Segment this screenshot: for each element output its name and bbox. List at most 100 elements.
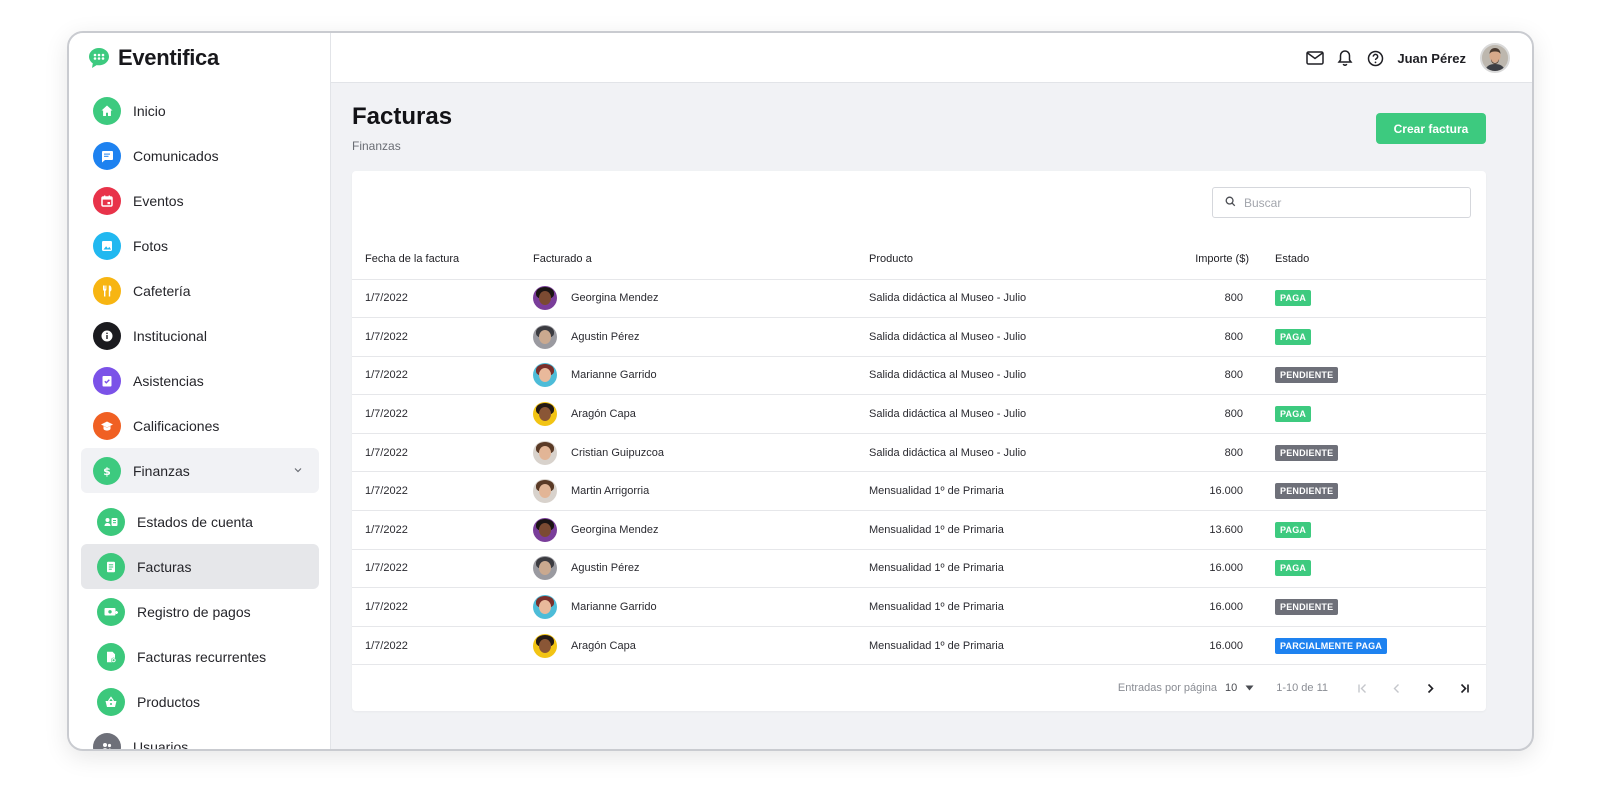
mail-icon[interactable] bbox=[1305, 48, 1325, 68]
sidebar-subitem-label: Estados de cuenta bbox=[137, 513, 253, 530]
next-page-icon[interactable] bbox=[1424, 682, 1436, 694]
sidebar-subitem-facturas-recurrentes[interactable]: Facturas recurrentes bbox=[81, 634, 319, 679]
info-icon bbox=[93, 321, 121, 350]
sidebar-subitem-facturas[interactable]: Facturas bbox=[81, 544, 319, 589]
status-cell: PENDIENTE bbox=[1249, 433, 1486, 473]
product-name: Salida didáctica al Museo - Julio bbox=[869, 279, 1159, 319]
entries-per-page-label: Entradas por página bbox=[1117, 682, 1217, 694]
sidebar-item-inicio[interactable]: Inicio bbox=[81, 88, 319, 133]
billed-to-name[interactable]: Aragón Capa bbox=[571, 408, 636, 421]
graduation-cap-icon bbox=[93, 411, 121, 440]
table-row[interactable]: 1/7/2022 Cristian Guipuzcoa Salida didácti… bbox=[352, 433, 1486, 473]
sidebar-subitem-productos[interactable]: Productos bbox=[81, 679, 319, 724]
table-row[interactable]: 1/7/2022 Agustin Pérez Mensualidad 1º de P… bbox=[352, 549, 1486, 589]
sidebar-item-institucional[interactable]: Institucional bbox=[81, 313, 319, 358]
billed-to-name[interactable]: Marianne Garrido bbox=[571, 601, 657, 614]
sidebar-item-usuarios[interactable]: Usuarios bbox=[81, 724, 319, 749]
avatar bbox=[533, 286, 557, 311]
svg-text:$: $ bbox=[103, 465, 111, 478]
status-badge: PAGA bbox=[1275, 290, 1312, 307]
user-name[interactable]: Juan Pérez bbox=[1397, 50, 1466, 66]
status-badge: PENDIENTE bbox=[1275, 444, 1339, 461]
table-header-row: Fecha de la factura Facturado a Producto… bbox=[352, 239, 1486, 280]
billed-to-cell: Martin Arrigorria bbox=[533, 471, 869, 512]
billed-to-name[interactable]: Marianne Garrido bbox=[571, 369, 657, 382]
topbar-actions: Juan Pérez bbox=[1305, 42, 1510, 74]
column-header-importe[interactable]: Importe ($) bbox=[1159, 239, 1249, 280]
sidebar-subitem-registro-de-pagos[interactable]: Registro de pagos bbox=[81, 589, 319, 634]
status-cell: PENDIENTE bbox=[1249, 587, 1486, 627]
status-cell: PAGA bbox=[1249, 317, 1486, 357]
column-header-fecha[interactable]: Fecha de la factura bbox=[352, 239, 533, 280]
billed-to-cell: Georgina Mendez bbox=[533, 279, 869, 319]
amount: 13.600 bbox=[1159, 510, 1249, 550]
sidebar-item-label: Finanzas bbox=[133, 462, 190, 479]
breadcrumb[interactable]: Finanzas bbox=[352, 139, 401, 153]
status-badge: PAGA bbox=[1275, 406, 1312, 423]
billed-to-name[interactable]: Agustin Pérez bbox=[571, 562, 640, 575]
table-row[interactable]: 1/7/2022 Aragón Capa Salida didáctica al M… bbox=[352, 394, 1486, 434]
user-avatar[interactable] bbox=[1480, 43, 1510, 73]
sidebar-item-cafeteria[interactable]: Cafetería bbox=[81, 268, 319, 313]
table-row[interactable]: 1/7/2022 Marianne Garrido Salida didáctica… bbox=[352, 356, 1486, 396]
product-name: Mensualidad 1º de Primaria bbox=[869, 549, 1159, 589]
column-header-facturado-a[interactable]: Facturado a bbox=[533, 239, 869, 280]
table-row[interactable]: 1/7/2022 Georgina Mendez Salida didáctica … bbox=[352, 279, 1486, 319]
table-row[interactable]: 1/7/2022 Marianne Garrido Mensualidad 1º d… bbox=[352, 587, 1486, 627]
sidebar-item-label: Institucional bbox=[133, 327, 207, 344]
pagination: Entradas por página 10 1-10 de 11 bbox=[1118, 679, 1470, 697]
billed-to-name[interactable]: Agustin Pérez bbox=[571, 330, 640, 343]
column-header-estado[interactable]: Estado bbox=[1249, 239, 1486, 280]
page-range: 1-10 de 11 bbox=[1276, 682, 1328, 694]
message-icon bbox=[93, 141, 121, 170]
status-cell: PARCIALMENTE PAGA bbox=[1249, 626, 1486, 666]
billed-to-name[interactable]: Aragón Capa bbox=[571, 639, 636, 652]
entries-per-page-select[interactable]: 10 bbox=[1225, 682, 1254, 694]
sidebar-item-comunicados[interactable]: Comunicados bbox=[81, 133, 319, 178]
billed-to-cell: Aragón Capa bbox=[533, 626, 869, 666]
table-row[interactable]: 1/7/2022 Agustin Pérez Salida didáctica al… bbox=[352, 317, 1486, 357]
amount: 800 bbox=[1159, 356, 1249, 396]
invoice-date: 1/7/2022 bbox=[352, 394, 533, 434]
avatar bbox=[533, 479, 557, 504]
table-row[interactable]: 1/7/2022 Martin Arrigorria Mensualidad 1º … bbox=[352, 471, 1486, 512]
help-icon[interactable] bbox=[1365, 48, 1385, 68]
search-box[interactable] bbox=[1212, 187, 1471, 218]
sidebar-item-asistencias[interactable]: Asistencias bbox=[81, 358, 319, 403]
logo[interactable]: Eventifica bbox=[87, 45, 219, 71]
sidebar-item-fotos[interactable]: Fotos bbox=[81, 223, 319, 268]
person: Aragón Capa bbox=[533, 402, 869, 427]
entries-per-page-value: 10 bbox=[1224, 682, 1238, 694]
product-name: Salida didáctica al Museo - Julio bbox=[869, 356, 1159, 396]
sidebar-item-label: Comunicados bbox=[133, 147, 219, 164]
table-row[interactable]: 1/7/2022 Georgina Mendez Mensualidad 1º de… bbox=[352, 510, 1486, 550]
sidebar-item-label: Cafetería bbox=[133, 282, 191, 299]
billed-to-cell: Georgina Mendez bbox=[533, 510, 869, 550]
invoice-date: 1/7/2022 bbox=[352, 549, 533, 589]
person: Marianne Garrido bbox=[533, 363, 869, 388]
last-page-icon[interactable] bbox=[1458, 682, 1470, 694]
billed-to-name[interactable]: Georgina Mendez bbox=[571, 523, 659, 536]
previous-page-icon[interactable] bbox=[1390, 682, 1402, 694]
sidebar-item-calificaciones[interactable]: Calificaciones bbox=[81, 403, 319, 448]
checklist-icon bbox=[93, 366, 121, 395]
table-row[interactable]: 1/7/2022 Aragón Capa Mensualidad 1º de Pri… bbox=[352, 626, 1486, 666]
billed-to-name[interactable]: Martin Arrigorria bbox=[571, 485, 650, 498]
invoice-date: 1/7/2022 bbox=[352, 626, 533, 666]
invoice-date: 1/7/2022 bbox=[352, 433, 533, 473]
avatar bbox=[533, 440, 557, 465]
billed-to-name[interactable]: Georgina Mendez bbox=[571, 292, 659, 305]
search-input[interactable] bbox=[1244, 195, 1444, 210]
sidebar-subitem-label: Facturas bbox=[137, 558, 192, 575]
bell-icon[interactable] bbox=[1335, 48, 1355, 68]
create-invoice-button[interactable]: Crear factura bbox=[1376, 113, 1486, 144]
sidebar-subitem-estados-de-cuenta[interactable]: Estados de cuenta bbox=[81, 499, 319, 544]
first-page-icon[interactable] bbox=[1356, 682, 1368, 694]
sidebar-item-finanzas[interactable]: $ Finanzas bbox=[81, 448, 319, 493]
sidebar-item-eventos[interactable]: Eventos bbox=[81, 178, 319, 223]
home-icon bbox=[93, 96, 121, 125]
billed-to-name[interactable]: Cristian Guipuzcoa bbox=[571, 446, 664, 459]
column-header-producto[interactable]: Producto bbox=[869, 239, 1159, 280]
recurring-invoice-icon bbox=[97, 642, 125, 671]
image-icon bbox=[93, 231, 121, 260]
